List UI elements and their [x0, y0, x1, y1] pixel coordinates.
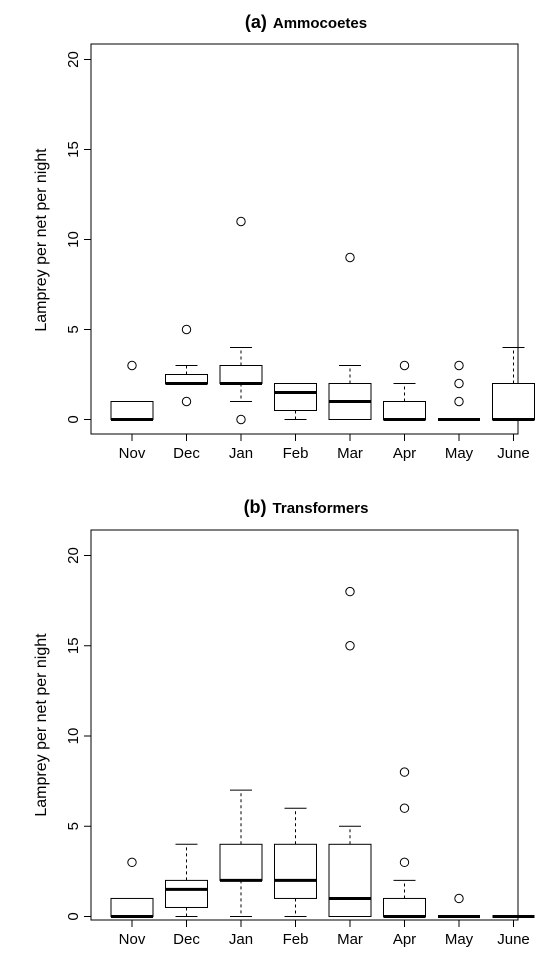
panel-b-box-may	[438, 893, 480, 918]
panel-b-box-jan	[219, 789, 263, 917]
panel-a-box-dec	[165, 324, 208, 407]
box-body	[219, 365, 263, 384]
outlier-point	[345, 252, 355, 263]
outlier-point	[127, 360, 137, 371]
panel-a-y-tick-label: 20	[65, 51, 82, 68]
panel-b-x-tick-label: Dec	[173, 931, 200, 948]
panel-b-plot-area: 0 5 10 15 20 Nov Dec Jan Feb Mar Apr May June	[65, 529, 535, 948]
outlier-point	[345, 641, 355, 651]
panel-a-x-tick-label: Apr	[393, 445, 416, 462]
outlier-point	[454, 378, 464, 389]
outlier-point	[181, 396, 192, 407]
panel-a: (a) Ammocoetes Lamprey per net per night …	[33, 12, 535, 462]
panel-b-x-tick-label: Apr	[393, 931, 416, 948]
panel-a-plot-frame	[90, 43, 519, 435]
box-body	[383, 401, 426, 420]
panel-a-y-axis-label: Lamprey per net per night	[33, 148, 50, 332]
panel-b-title-name: Transformers	[273, 500, 369, 517]
panel-b-y-axis-label: Lamprey per net per night	[33, 633, 50, 817]
outlier-point	[236, 216, 246, 227]
panel-a-plot-area: 0 5 10 15 20 Nov Dec Jan Feb Mar Apr May June	[65, 43, 535, 462]
panel-b-box-nov	[110, 857, 154, 918]
panel-b-box-mar	[328, 586, 372, 917]
panel-a-y-tick-label: 5	[65, 325, 82, 333]
box-body	[165, 879, 208, 908]
panel-b-title: (b) Transformers	[244, 497, 369, 517]
panel-b-box-dec	[165, 843, 208, 917]
panel-a-y-tick-label: 0	[65, 415, 82, 423]
panel-b-plot-frame	[90, 529, 519, 921]
panel-b-y-tick-label: 15	[65, 637, 82, 654]
panel-a-x-tick-label: June	[497, 445, 530, 462]
box-body	[274, 383, 317, 411]
panel-a-title-name: Ammocoetes	[273, 15, 367, 32]
outlier-point	[399, 803, 410, 813]
outlier-point	[399, 360, 410, 371]
panel-a-box-jan	[219, 216, 263, 425]
panel-a-box-apr	[383, 360, 426, 421]
panel-b-y-tick-label: 0	[65, 912, 82, 920]
panel-b-y-tick-label: 10	[65, 728, 82, 745]
outlier-point	[454, 396, 464, 407]
outlier-point	[399, 857, 410, 868]
outlier-point	[181, 324, 192, 335]
panel-a-x-tick-label: Jan	[229, 445, 253, 462]
outlier-point	[454, 360, 464, 371]
box-body	[492, 383, 535, 420]
panel-a-y-tick-label: 10	[65, 231, 82, 248]
outlier-point	[454, 893, 464, 904]
box-body	[110, 897, 154, 918]
panel-b-x-tick-label: May	[445, 931, 474, 948]
panel-b-y-tick-label: 20	[65, 547, 82, 564]
panel-a-x-tick-label: Mar	[337, 445, 363, 462]
panel-b-x-tick-label: Mar	[337, 931, 363, 948]
panel-a-title: (a) Ammocoetes	[245, 12, 367, 32]
panel-b-x-tick-label: June	[497, 931, 530, 948]
panel-b-box-feb	[274, 807, 317, 917]
panel-a-box-june	[492, 347, 535, 421]
panel-a-x-tick-label: Dec	[173, 445, 200, 462]
panel-a-x-tick-label: Feb	[283, 445, 309, 462]
panel-a-box-nov	[110, 360, 154, 421]
panel-a-x-tick-label: May	[445, 445, 474, 462]
outlier-point	[345, 586, 355, 597]
panel-b-x-tick-label: Jan	[229, 931, 253, 948]
panel-a-box-feb	[274, 383, 317, 420]
panel-a-title-tag: (a)	[245, 12, 267, 32]
box-body	[219, 843, 263, 881]
panel-a-box-mar	[328, 252, 372, 420]
panel-b-y-tick-label: 5	[65, 822, 82, 830]
outlier-point	[399, 767, 410, 777]
box-body	[328, 843, 372, 917]
panel-b-x-tick-label: Feb	[283, 931, 309, 948]
outlier-point	[127, 857, 137, 868]
panel-a-box-may	[438, 360, 480, 421]
panel-a-x-tick-label: Nov	[119, 445, 146, 462]
panel-b: (b) Transformers Lamprey per net per nigh…	[33, 497, 535, 948]
box-body	[274, 843, 317, 899]
box-body	[110, 401, 154, 420]
panel-b-box-apr	[383, 767, 426, 918]
box-body	[383, 897, 426, 918]
panel-b-title-tag: (b)	[244, 497, 267, 517]
panel-a-y-tick-label: 15	[65, 141, 82, 158]
panel-b-x-tick-label: Nov	[119, 931, 146, 948]
outlier-point	[236, 414, 246, 425]
